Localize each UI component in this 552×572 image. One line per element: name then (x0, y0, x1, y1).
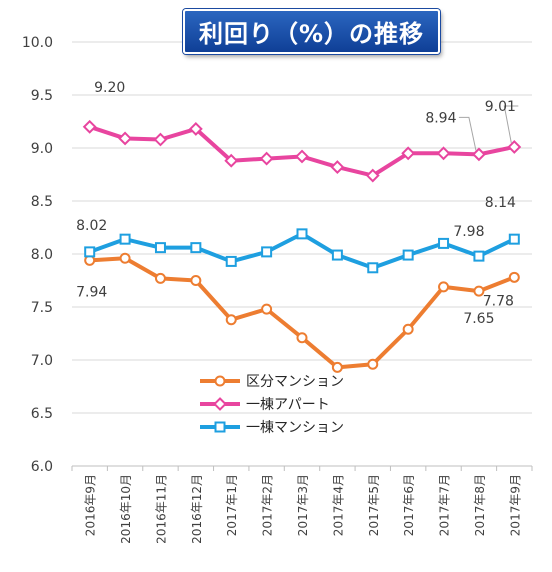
data-point (473, 250, 485, 262)
data-point (507, 140, 522, 154)
data-point (508, 271, 520, 283)
leader-line (458, 116, 477, 151)
legend-marker (214, 375, 226, 387)
data-label: 8.94 (425, 110, 456, 126)
data-point (154, 242, 166, 254)
y-tick-label: 8.5 (31, 194, 53, 210)
data-point (225, 255, 237, 267)
data-point (331, 249, 343, 261)
data-point (473, 285, 485, 297)
legend-label: 一棟マンション (246, 420, 344, 436)
x-tick-label: 2016年10月 (119, 474, 133, 544)
data-label: 7.98 (453, 224, 484, 240)
data-point (188, 122, 203, 136)
x-tick-label: 2017年5月 (367, 474, 381, 536)
y-tick-label: 6.5 (31, 406, 53, 422)
legend-marker (213, 397, 227, 411)
data-label: 7.78 (483, 293, 514, 309)
chart-title: 利回り（%）の推移 (183, 9, 440, 54)
data-point (154, 272, 166, 284)
y-tick-label: 6.0 (31, 459, 53, 475)
legend-label: 一棟アパート (246, 397, 330, 413)
x-tick-label: 2017年7月 (438, 474, 452, 536)
data-point (367, 262, 379, 274)
x-tick-label: 2017年6月 (402, 474, 416, 536)
data-point (401, 146, 416, 161)
data-point (153, 132, 168, 147)
y-tick-label: 9.5 (31, 88, 53, 104)
series-line (87, 256, 517, 370)
x-tick-label: 2017年4月 (331, 474, 345, 536)
x-tick-label: 2017年3月 (296, 474, 310, 536)
data-point (367, 358, 379, 370)
x-tick-label: 2017年9月 (508, 474, 522, 536)
data-point (224, 153, 239, 168)
y-tick-label: 9.0 (31, 141, 53, 157)
legend-marker (214, 421, 226, 433)
y-tick-label: 7.5 (31, 300, 53, 316)
data-point (84, 246, 96, 258)
data-point (331, 361, 343, 373)
data-point (296, 228, 308, 240)
data-label: 9.20 (94, 80, 125, 96)
x-tick-label: 2017年2月 (261, 474, 275, 536)
data-point (190, 242, 202, 254)
legend-label: 区分マンション (246, 374, 344, 390)
data-label: 7.94 (76, 284, 107, 300)
data-point (436, 146, 451, 161)
leader-line (503, 105, 519, 144)
x-tick-label: 2016年9月 (84, 474, 98, 536)
data-point (190, 275, 202, 286)
data-label: 7.65 (463, 311, 494, 327)
data-point (225, 314, 237, 326)
data-point (402, 249, 414, 261)
data-point (82, 119, 97, 134)
x-tick-label: 2016年11月 (154, 474, 168, 544)
data-point (119, 233, 131, 245)
data-point (295, 149, 309, 164)
data-point (118, 131, 132, 146)
y-tick-label: 7.0 (31, 353, 53, 369)
data-label: 8.14 (485, 195, 516, 211)
y-tick-label: 8.0 (31, 247, 53, 263)
data-label: 8.02 (76, 218, 107, 234)
data-point (438, 281, 450, 293)
data-point (261, 303, 273, 315)
data-label: 9.01 (485, 99, 516, 115)
data-point (119, 252, 131, 264)
data-point (508, 233, 520, 245)
y-tick-label: 10.0 (22, 35, 53, 51)
data-point (438, 237, 450, 249)
x-tick-label: 2017年8月 (473, 474, 487, 536)
data-point (365, 168, 380, 183)
data-point (472, 147, 486, 162)
x-tick-label: 2016年12月 (190, 474, 204, 544)
data-point (296, 332, 308, 344)
data-point (402, 323, 414, 335)
data-point (259, 151, 274, 166)
data-point (330, 160, 345, 174)
data-point (261, 246, 273, 258)
x-tick-label: 2017年1月 (225, 474, 239, 536)
